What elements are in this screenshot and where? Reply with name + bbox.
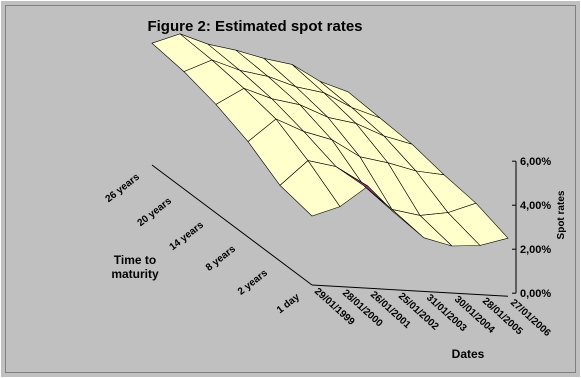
- chart-title: Figure 2: Estimated spot rates: [147, 18, 362, 35]
- z-tick-label: 4,00%: [520, 200, 551, 212]
- surface-cell: [447, 202, 509, 246]
- y-axis: [151, 164, 313, 286]
- z-tick-label: 0,00%: [520, 288, 551, 300]
- x-axis: [311, 284, 509, 297]
- x-axis-title: Dates: [452, 347, 485, 361]
- z-axis-title: Spot rates: [556, 190, 567, 239]
- z-tick-label: 6,00%: [520, 156, 551, 168]
- z-tick-label: 2,00%: [520, 244, 551, 256]
- y-axis-title: Time to maturity: [111, 253, 159, 281]
